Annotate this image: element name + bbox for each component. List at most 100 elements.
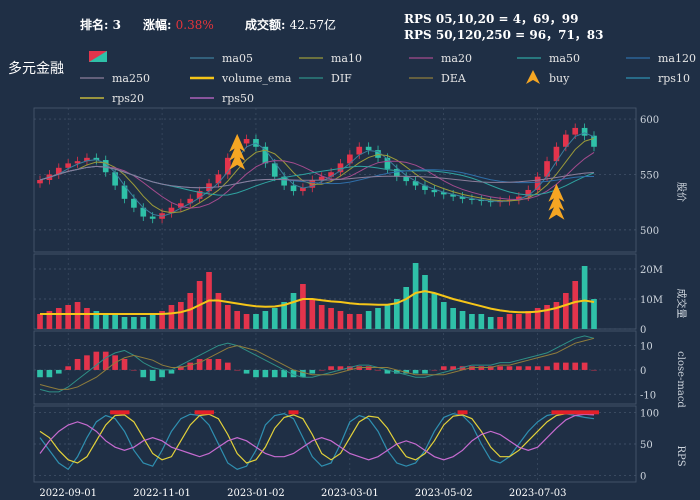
y-tick-label: 100 (640, 408, 659, 419)
x-tick-label: 2022-09-01 (39, 488, 97, 499)
volume-bar (469, 314, 475, 329)
change-value: 0.38% (175, 18, 214, 32)
volume-bar (412, 263, 419, 329)
legend-item-DEA: DEA (441, 72, 466, 85)
volume-bar (65, 305, 71, 329)
sector-title: 多元金融 (8, 61, 64, 77)
rps-short: RPS 05,10,20 = 4，69，99 (404, 12, 579, 26)
y-axis-label-price: 股价 (675, 182, 687, 202)
change-label: 涨幅: 0.38% (143, 18, 214, 32)
volume-bar (516, 314, 522, 329)
panel-frame-price (33, 107, 637, 253)
rps-highlight (110, 410, 121, 415)
legend-item-volume_ema: volume_ema (222, 72, 292, 85)
volume-bar (478, 314, 485, 329)
macd-bar (234, 369, 241, 371)
volume-bar (300, 284, 306, 329)
macd-bar (563, 362, 569, 370)
macd-bar (450, 366, 456, 370)
candle-body (168, 207, 175, 214)
macd-bar (347, 366, 353, 370)
volume-bar (347, 314, 353, 329)
turnover-value: 42.57亿 (289, 18, 336, 32)
macd-bar (149, 369, 156, 381)
volume-bar (497, 317, 503, 329)
volume-bar (37, 314, 43, 329)
volume-bar (262, 311, 269, 329)
rps-highlight (570, 410, 581, 415)
y-tick-label: 0 (640, 366, 646, 377)
macd-bar (290, 369, 297, 378)
volume-bar (102, 314, 109, 329)
legend-item-rps50: rps50 (222, 92, 254, 105)
volume-bar (187, 293, 194, 329)
volume-bar (337, 311, 344, 329)
macd-bar (384, 369, 391, 374)
macd-bar (572, 362, 579, 370)
candle-body (243, 139, 250, 144)
x-tick-label: 2022-11-01 (133, 488, 191, 499)
legend-item-rps10: rps10 (658, 72, 690, 85)
macd-bar (168, 369, 175, 374)
candle-body (534, 176, 541, 190)
volume-bar (431, 293, 438, 329)
volume-bar (281, 302, 287, 329)
y-tick-label: 20M (640, 265, 663, 276)
candle-body (121, 185, 128, 199)
macd-bar (459, 366, 466, 370)
y-axis-label-rps: RPS (675, 445, 686, 466)
volume-bar (422, 275, 428, 329)
macd-bar (281, 369, 287, 378)
y-axis-label-volume: 成交量 (675, 289, 688, 319)
macd-bar (516, 366, 522, 370)
macd-bar (422, 369, 428, 374)
candle-body (187, 198, 194, 204)
rps-highlight (589, 410, 599, 415)
candle-body (262, 146, 269, 164)
legend-item-ma10: ma10 (331, 52, 362, 65)
legend-item-ma250: ma250 (112, 72, 150, 85)
y-tick-label: 500 (640, 226, 659, 237)
macd-bar (328, 366, 334, 370)
candle-body (93, 157, 100, 161)
y-tick-label: 50 (640, 440, 653, 451)
x-tick-label: 2023-07-03 (509, 488, 567, 499)
volume-bar (243, 314, 250, 329)
macd-bar (497, 366, 503, 370)
legend-item-ma50: ma50 (549, 52, 580, 65)
legend-buy-icon (526, 70, 540, 84)
y-axis-label-macd: close-macd (675, 351, 686, 408)
volume-bar (591, 299, 597, 329)
y-tick-label: 0 (640, 472, 646, 483)
macd-bar (337, 366, 344, 370)
candle-body (365, 146, 372, 151)
volume-bar (375, 308, 381, 329)
candle-body (478, 199, 485, 202)
buy-signal-icon (548, 201, 565, 220)
candle-body (84, 157, 90, 162)
volume-bar (140, 317, 147, 329)
volume-bar (393, 299, 400, 329)
candle-body (469, 198, 475, 200)
candle-body (487, 201, 494, 203)
volume-bar (525, 311, 532, 329)
volume-bar (384, 305, 391, 329)
macd-bar (356, 366, 363, 370)
macd-bar (412, 369, 419, 374)
macd-bar (262, 369, 269, 378)
macd-bar (431, 369, 438, 371)
buy-signal-icon (229, 142, 246, 161)
y-tick-label: 10 (640, 342, 653, 353)
macd-bar (84, 355, 90, 370)
macd-bar (74, 358, 81, 370)
macd-bar (131, 369, 137, 371)
candle-body (356, 146, 363, 155)
legend-item-DIF: DIF (331, 72, 352, 85)
x-tick-label: 2023-03-01 (321, 488, 379, 499)
macd-bar (93, 351, 100, 370)
candle-body (224, 157, 231, 175)
macd-bar (140, 369, 147, 378)
volume-bar (178, 302, 184, 329)
volume-bar (46, 311, 53, 329)
y-tick-label: 0 (640, 325, 646, 336)
